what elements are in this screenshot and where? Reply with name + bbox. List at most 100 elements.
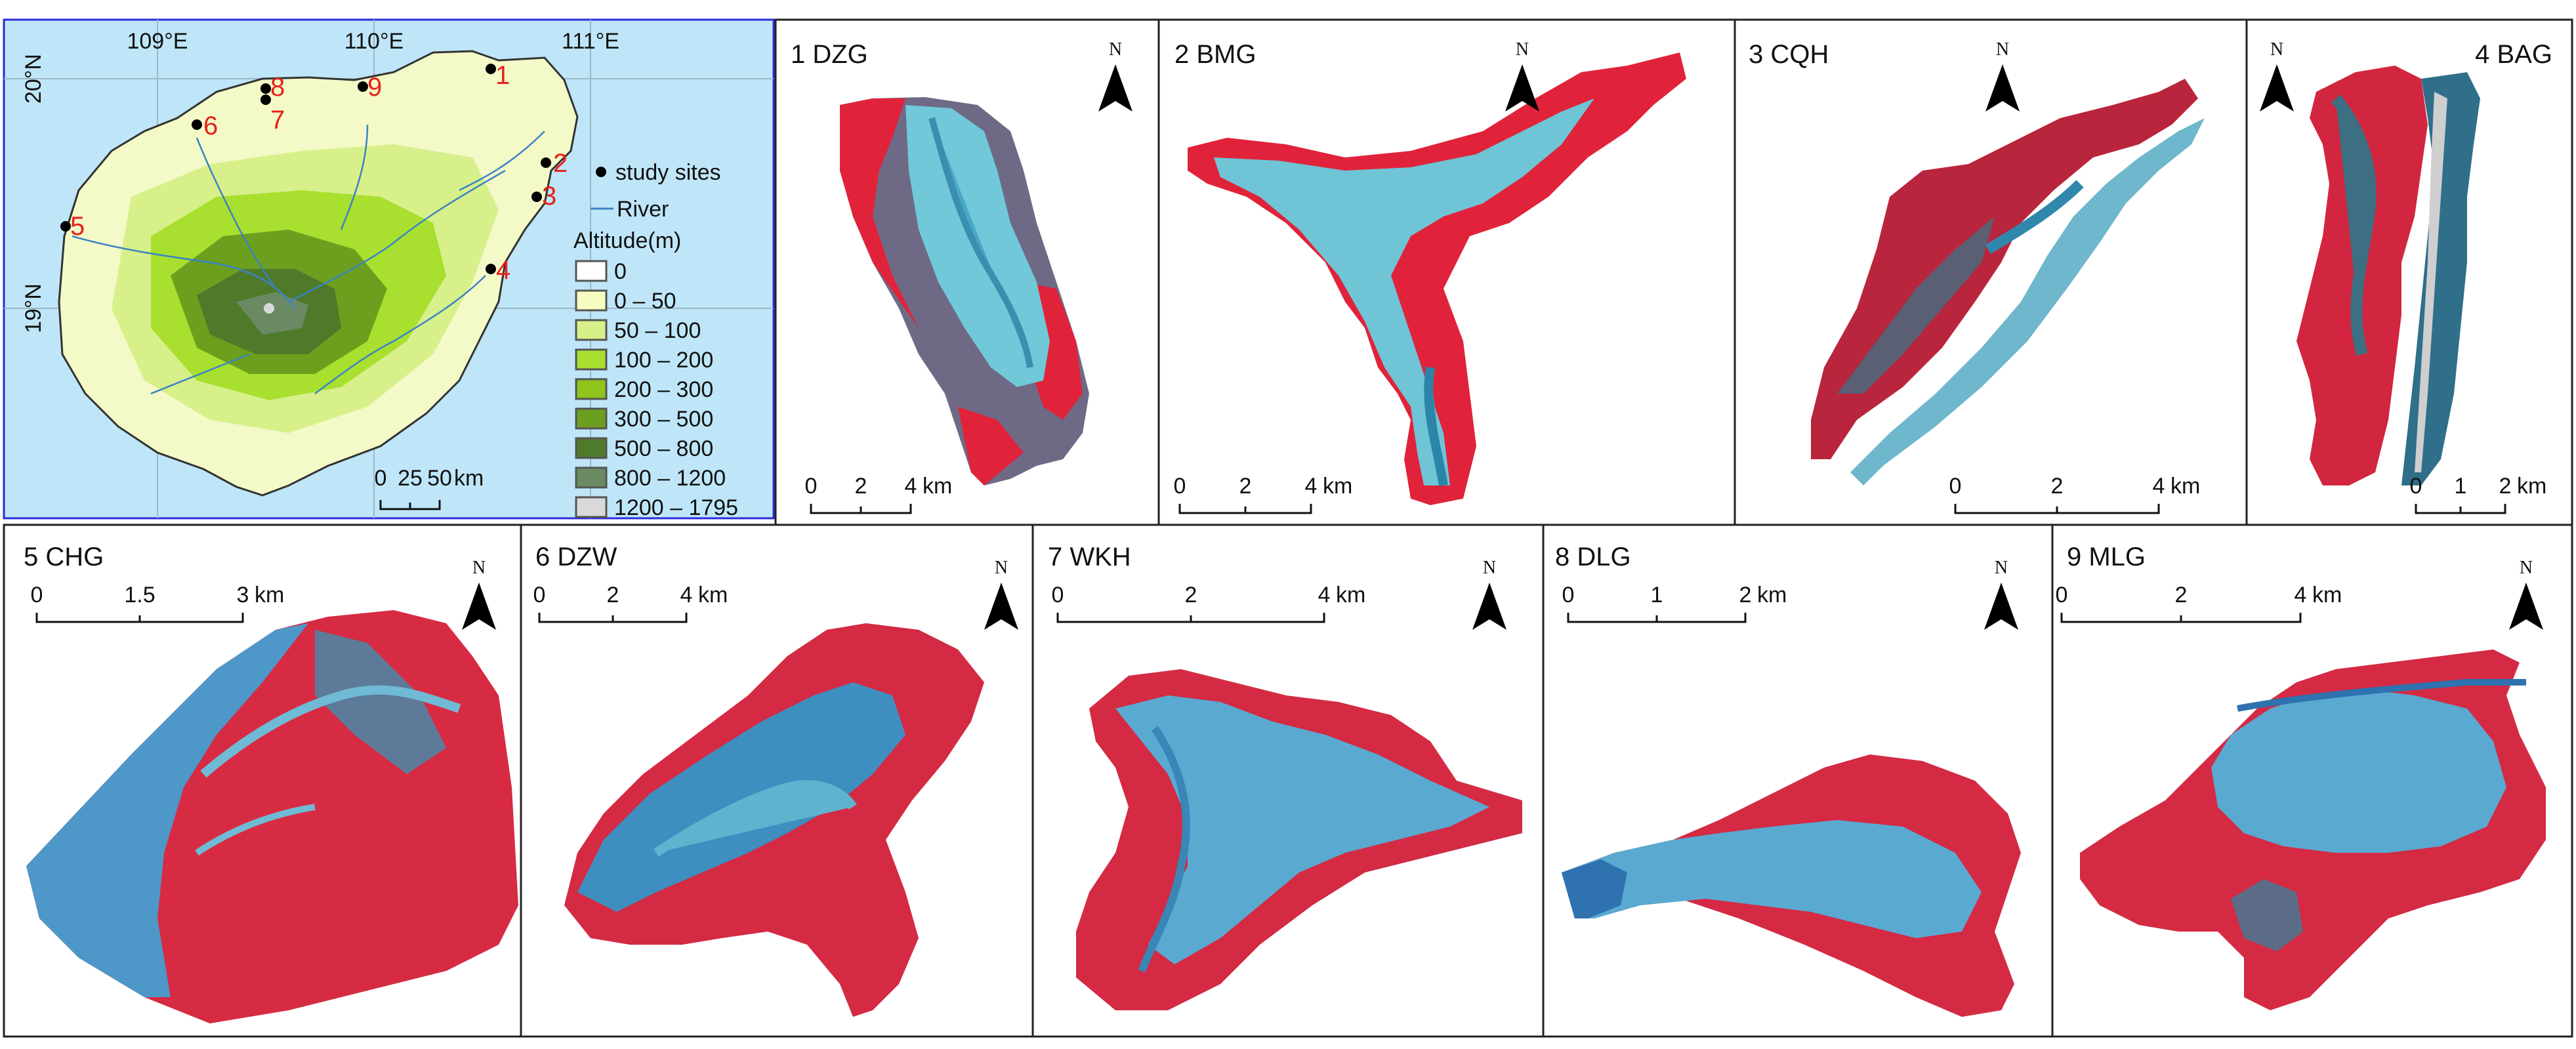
north-label: N <box>995 558 1008 578</box>
site-number-3: 3 <box>542 182 556 211</box>
panel-5-title: 5 CHG <box>24 543 104 571</box>
lat-label-19: 19°N <box>21 283 46 333</box>
panel-5-water <box>26 623 308 997</box>
site-number-4: 4 <box>496 256 510 285</box>
panel-4-scale-bar: 0 1 2 km <box>2410 474 2546 514</box>
coordinate-labels: 109°E 110°E 111°E 20°N 19°N <box>21 29 619 333</box>
north-label: N <box>2520 558 2533 578</box>
lon-label-111: 111°E <box>562 29 619 54</box>
scale-tick-label: 2 <box>1185 583 1197 607</box>
legend-class-label: 100 – 200 <box>614 348 713 373</box>
legend-class-label: 500 – 800 <box>614 436 713 461</box>
site-marker-6 <box>192 119 202 130</box>
scale-tick-label: 2 <box>1739 583 1752 607</box>
lon-label-109: 109°E <box>127 29 188 54</box>
legend-class-swatch <box>575 348 608 371</box>
scale-tick-label: 0 <box>805 474 818 499</box>
panel-8-title: 8 DLG <box>1555 543 1631 571</box>
panel-3-water <box>1850 118 2205 485</box>
lon-label-110: 110°E <box>344 29 404 54</box>
site-number-5: 5 <box>70 212 85 241</box>
overview-scale-tick-0: 0 <box>375 466 387 491</box>
overview-legend: study sites River Altitude(m) 0 0 – 50 50 … <box>573 160 738 520</box>
panel-2-water <box>1214 98 1594 485</box>
legend-river: River <box>617 197 669 222</box>
scale-tick-label: 0 <box>2410 474 2422 499</box>
scale-tick-label: 4 <box>680 583 693 607</box>
legend-class-swatch <box>575 466 608 489</box>
scale-unit-label: km <box>1757 583 1787 607</box>
scale-tick-label: 2 <box>2175 583 2188 607</box>
panel-8-dlg: 8 DLG <box>1555 543 2021 1017</box>
north-arrow-icon: N <box>1505 39 1539 112</box>
legend-class-label: 0 – 50 <box>614 289 676 314</box>
north-label: N <box>1483 558 1496 578</box>
north-arrow-glyph <box>1985 64 2020 112</box>
overview-scale-bar: 0 25 50 km <box>375 466 484 510</box>
panel-9-water <box>2211 689 2506 853</box>
site-number-6: 6 <box>203 112 218 140</box>
overview-scale-tick-25: 25 <box>398 466 423 491</box>
site-number-7: 7 <box>270 106 285 134</box>
north-arrow-glyph <box>2260 64 2294 112</box>
north-label: N <box>1996 39 2009 60</box>
scale-unit-label: km <box>2312 583 2342 607</box>
north-arrow-icon: N <box>2509 558 2543 630</box>
panel-5-chg: 5 CHG <box>24 543 518 1023</box>
north-label: N <box>2270 39 2283 60</box>
legend-class-swatch <box>575 407 608 430</box>
panel-7-title: 7 WKH <box>1048 543 1131 571</box>
legend-class-swatch <box>575 319 608 341</box>
scale-tick-label: 1 <box>2455 474 2467 499</box>
north-label: N <box>472 558 486 578</box>
panel-1-title: 1 DZG <box>791 40 868 69</box>
lat-label-20: 20°N <box>21 54 46 104</box>
panel-6-scale-bar: 0 2 4 km <box>533 583 728 623</box>
scale-tick-label: 4 <box>2295 583 2307 607</box>
scale-tick-label: 2 <box>2051 474 2064 499</box>
site-marker-3 <box>531 192 542 202</box>
legend-study-sites: study sites <box>615 160 721 185</box>
panel-4-title: 4 BAG <box>2475 40 2552 69</box>
scale-tick-label: 0 <box>2056 583 2068 607</box>
scale-tick-label: 0 <box>533 583 546 607</box>
scale-tick-label: 2 <box>607 583 619 607</box>
scale-tick-label: 0 <box>1949 474 1962 499</box>
legend-class-label: 300 – 500 <box>614 407 713 432</box>
north-arrow-glyph <box>984 583 1018 630</box>
site-marker-2 <box>541 157 551 168</box>
scale-unit-label: km <box>1323 474 1352 499</box>
legend-class-label: 200 – 300 <box>614 377 713 402</box>
scale-tick-label: 3 <box>237 583 249 607</box>
site-number-8: 8 <box>270 73 285 102</box>
north-arrow-icon: N <box>1472 558 1506 630</box>
panel-3-cqh: 3 CQH <box>1749 40 2205 485</box>
legend-class-swatch <box>575 496 608 518</box>
scale-unit-label: km <box>698 583 728 607</box>
scale-tick-label: 1.5 <box>124 583 155 607</box>
scale-bars: 0 2 4 km 0 2 4 km 0 2 4 km 0 1 2 km0 1.5 3 km 0 2 4 km 0 2 4 km 0 1 2… <box>31 474 2546 623</box>
site-marker-7 <box>260 94 271 105</box>
panel-2-title: 2 BMG <box>1174 40 1256 69</box>
legend-class-swatch <box>575 437 608 459</box>
north-arrow-glyph <box>2509 583 2543 630</box>
scale-unit-label: km <box>255 583 284 607</box>
panel-2-scale-bar: 0 2 4 km <box>1174 474 1352 514</box>
legend-class-swatch <box>575 260 608 282</box>
site-number-9: 9 <box>367 73 382 102</box>
scale-tick-label: 0 <box>1174 474 1186 499</box>
overview-scale-tick-50: 50 <box>427 466 452 491</box>
north-arrow-icon: N <box>462 558 496 630</box>
panel-7-wkh: 7 WKH <box>1048 543 1522 1010</box>
panel-3-scale-bar: 0 2 4 km <box>1949 474 2200 514</box>
north-arrows: N N N N N N N N N <box>462 39 2543 630</box>
north-label: N <box>1995 558 2008 578</box>
scale-unit-label: km <box>2517 474 2546 499</box>
elevation-shading <box>112 144 499 433</box>
legend-altitude-title: Altitude(m) <box>573 228 681 253</box>
panel-8-scale-bar: 0 1 2 km <box>1562 583 1787 623</box>
scale-unit-label: km <box>1336 583 1365 607</box>
legend-class-label: 1200 – 1795 <box>614 495 738 520</box>
scale-tick-label: 4 <box>1318 583 1331 607</box>
